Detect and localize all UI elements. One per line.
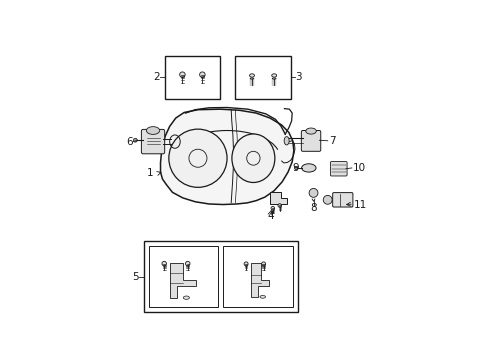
Ellipse shape bbox=[250, 78, 253, 79]
Ellipse shape bbox=[231, 134, 274, 183]
Text: 8: 8 bbox=[309, 203, 316, 213]
Polygon shape bbox=[269, 192, 286, 204]
Circle shape bbox=[294, 166, 297, 170]
Text: 3: 3 bbox=[295, 72, 301, 82]
Text: 5: 5 bbox=[132, 272, 139, 282]
Polygon shape bbox=[160, 109, 293, 204]
FancyBboxPatch shape bbox=[301, 131, 320, 151]
Polygon shape bbox=[169, 263, 195, 298]
Ellipse shape bbox=[305, 128, 316, 134]
Ellipse shape bbox=[272, 78, 275, 79]
Circle shape bbox=[185, 261, 190, 266]
Circle shape bbox=[261, 262, 265, 266]
Circle shape bbox=[270, 207, 274, 210]
Ellipse shape bbox=[301, 164, 315, 172]
Bar bbox=[235, 56, 290, 99]
Text: 7: 7 bbox=[328, 136, 335, 146]
Text: 1: 1 bbox=[146, 168, 153, 179]
FancyBboxPatch shape bbox=[330, 162, 346, 176]
Circle shape bbox=[162, 261, 166, 266]
Text: 4: 4 bbox=[267, 211, 273, 221]
Ellipse shape bbox=[146, 127, 160, 134]
Circle shape bbox=[323, 195, 331, 204]
FancyBboxPatch shape bbox=[332, 193, 352, 207]
Bar bbox=[223, 246, 292, 307]
Text: 2: 2 bbox=[153, 72, 160, 82]
FancyBboxPatch shape bbox=[141, 129, 164, 154]
Circle shape bbox=[244, 262, 247, 266]
Circle shape bbox=[179, 72, 185, 77]
Ellipse shape bbox=[271, 74, 276, 77]
Circle shape bbox=[199, 72, 204, 77]
Polygon shape bbox=[250, 263, 268, 297]
Ellipse shape bbox=[168, 129, 226, 187]
Text: 11: 11 bbox=[353, 201, 366, 210]
Bar bbox=[148, 246, 218, 307]
Text: 10: 10 bbox=[352, 163, 366, 173]
Bar bbox=[164, 56, 220, 99]
Ellipse shape bbox=[183, 296, 189, 299]
Bar bbox=[143, 242, 297, 312]
Text: 9: 9 bbox=[291, 163, 298, 173]
Ellipse shape bbox=[249, 74, 254, 77]
Circle shape bbox=[133, 138, 137, 142]
Text: 6: 6 bbox=[126, 136, 133, 147]
Ellipse shape bbox=[284, 136, 288, 145]
Ellipse shape bbox=[260, 296, 265, 298]
Circle shape bbox=[308, 188, 317, 197]
Circle shape bbox=[277, 204, 281, 207]
